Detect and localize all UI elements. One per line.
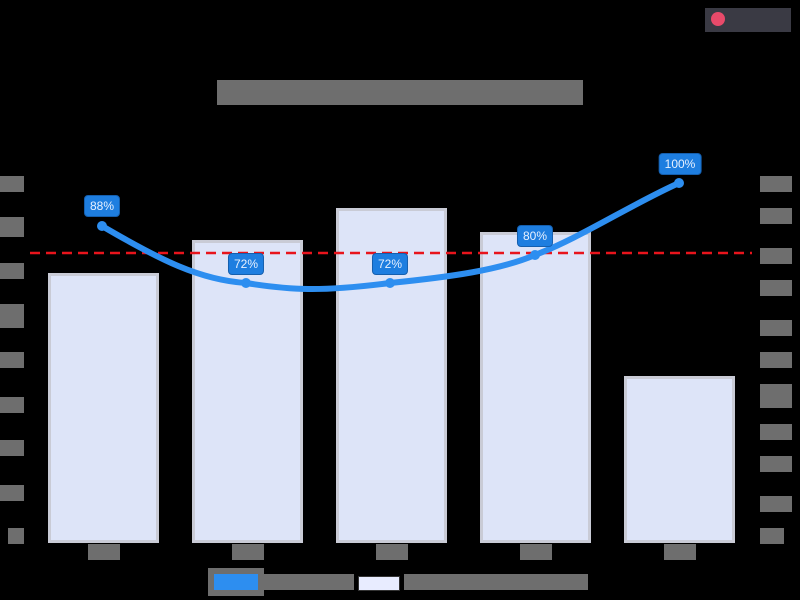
legend-swatch-line <box>208 568 264 596</box>
legend-label-bar <box>404 574 588 590</box>
bar-1 <box>48 273 159 543</box>
bar-4 <box>480 232 591 543</box>
chart-title <box>217 80 583 105</box>
logo-icon <box>711 12 725 26</box>
data-label: 72% <box>227 253 265 275</box>
legend <box>208 568 588 596</box>
logo <box>705 8 791 32</box>
data-label: 100% <box>658 153 702 175</box>
data-label: 80% <box>516 225 554 247</box>
legend-swatch-bar <box>358 576 400 591</box>
bar-5 <box>624 376 735 543</box>
legend-label-line <box>264 574 354 590</box>
data-label: 72% <box>371 253 409 275</box>
data-label: 88% <box>83 195 121 217</box>
